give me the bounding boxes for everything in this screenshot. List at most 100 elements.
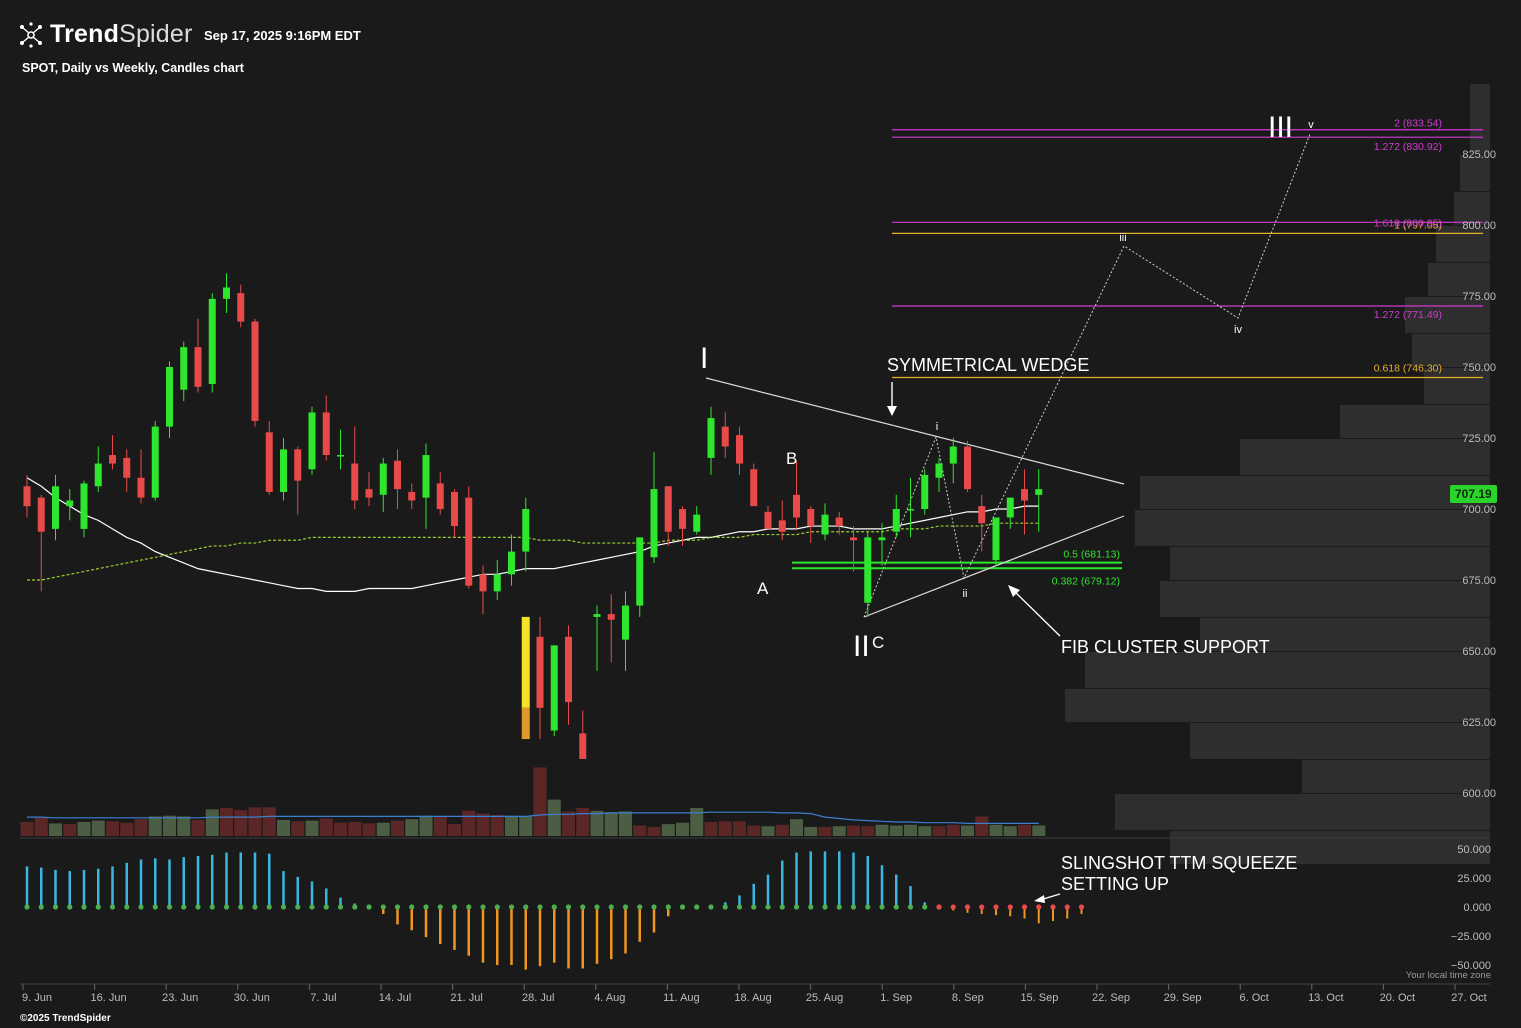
volume-profile (1065, 84, 1490, 864)
candle-body (351, 463, 359, 501)
volume-bar (134, 819, 148, 836)
squeeze-dot (480, 904, 486, 910)
squeeze-dot (451, 904, 458, 910)
volume-bar (419, 815, 433, 836)
wedge-upper-line (705, 377, 1125, 485)
candle-body (522, 509, 530, 552)
timezone-note[interactable]: Your local time zone (1405, 970, 1491, 981)
squeeze-dot (323, 904, 329, 910)
candle-body (66, 500, 74, 507)
brand-logo[interactable]: TrendSpider (18, 20, 193, 49)
subwave-label-iv: iv (1234, 324, 1242, 336)
candle-body (835, 517, 843, 527)
squeeze-tick-label: 50.000 (1457, 844, 1491, 856)
candle-body (992, 517, 1000, 561)
volume-bar (319, 818, 333, 836)
squeeze-dot (1078, 904, 1085, 910)
fib-label: 0.382 (679.12) (1052, 575, 1120, 587)
squeeze-dot (836, 904, 842, 910)
candles (23, 273, 1043, 759)
volume-bar (961, 825, 974, 836)
date-tick-label: 7. Jul (310, 992, 336, 1004)
squeeze-dot (466, 904, 472, 910)
subwave-label-iii: iii (1119, 232, 1126, 244)
current-price-tag: 707.19 (1450, 485, 1497, 503)
squeeze-dot (665, 904, 671, 910)
volume-bar (519, 816, 533, 836)
candle-body (693, 514, 701, 532)
candle-body (821, 514, 829, 535)
fib-cluster-arrow-line (1012, 589, 1061, 637)
date-tick-label: 27. Oct (1451, 992, 1486, 1004)
squeeze-dot (537, 904, 543, 910)
squeeze-dot (152, 904, 158, 910)
volume-bar (120, 822, 134, 836)
squeeze-dot (352, 904, 358, 910)
squeeze-dot (95, 904, 101, 910)
volume-bar (718, 821, 732, 836)
volume-profile-bar (1190, 723, 1490, 759)
candle-body (237, 293, 245, 322)
copyright: ©2025 TrendSpider (20, 1013, 111, 1024)
volume-bar (205, 809, 219, 836)
squeeze-dot (964, 904, 971, 910)
squeeze-dot (252, 904, 258, 910)
fib-levels: 2 (833.54)1.272 (830.92)1 (797.05)1.618 … (792, 118, 1483, 587)
volume-profile-bar (1428, 262, 1490, 296)
volume-profile-bar (1085, 652, 1490, 688)
squeeze-dot (907, 904, 914, 910)
candle-body (807, 509, 815, 527)
date-tick-label: 29. Sep (1164, 992, 1202, 1004)
volume-bar (676, 822, 689, 836)
candle-body (750, 469, 758, 507)
volume-ma-line (27, 811, 1039, 825)
volume-bar (20, 822, 34, 836)
squeeze-dot (736, 904, 743, 910)
wave-label-C: C (872, 633, 884, 652)
squeeze-dot (979, 904, 985, 910)
squeeze-dot (238, 904, 244, 910)
wedge-lines (705, 133, 1311, 618)
squeeze-dot (580, 904, 586, 910)
candle-body (1021, 489, 1028, 501)
date-tick-label: 9. Jun (22, 992, 52, 1004)
date-tick-label: 18. Aug (734, 992, 771, 1004)
candle-body (493, 574, 501, 592)
volume-bar (1032, 825, 1046, 836)
squeeze-dot (266, 904, 272, 910)
candle-body (223, 287, 230, 299)
price-tick-label: 675.00 (1462, 575, 1496, 587)
volume-profile-bar (1170, 830, 1490, 864)
volume-profile-bar (1170, 546, 1490, 580)
volume-bar (305, 820, 319, 836)
volume-bar (49, 823, 62, 836)
wave-label-B: B (786, 449, 797, 468)
wave-label-I: I (700, 342, 708, 375)
volume-bar (690, 808, 704, 836)
header-timestamp: Sep 17, 2025 9:16PM EDT (204, 28, 361, 43)
candle-body (365, 489, 373, 498)
price-tick-label: 725.00 (1462, 433, 1496, 445)
volume-profile-bar (1470, 84, 1490, 154)
candle-body (37, 497, 45, 532)
squeeze-dot (793, 904, 800, 910)
squeeze-dot (81, 904, 87, 910)
fib-label: 1.272 (771.49) (1374, 309, 1442, 321)
volume-profile-bar (1340, 404, 1490, 438)
sma-slow-line (27, 522, 1039, 581)
fib-cluster-arrow-head (1008, 585, 1020, 597)
volume-bar (433, 816, 447, 836)
candle-body (964, 446, 971, 490)
volume-bar (989, 824, 1003, 836)
volume-profile-bar (1240, 439, 1490, 475)
squeeze-dot (651, 904, 657, 910)
squeeze-dot (24, 904, 30, 910)
candle-body (978, 506, 986, 524)
candle-body (650, 489, 658, 558)
squeeze-dot (1021, 904, 1028, 910)
volume-bar (661, 824, 675, 836)
squeeze-dot (380, 904, 386, 910)
volume-profile-bar (1160, 581, 1490, 617)
volume-bar (334, 822, 347, 836)
